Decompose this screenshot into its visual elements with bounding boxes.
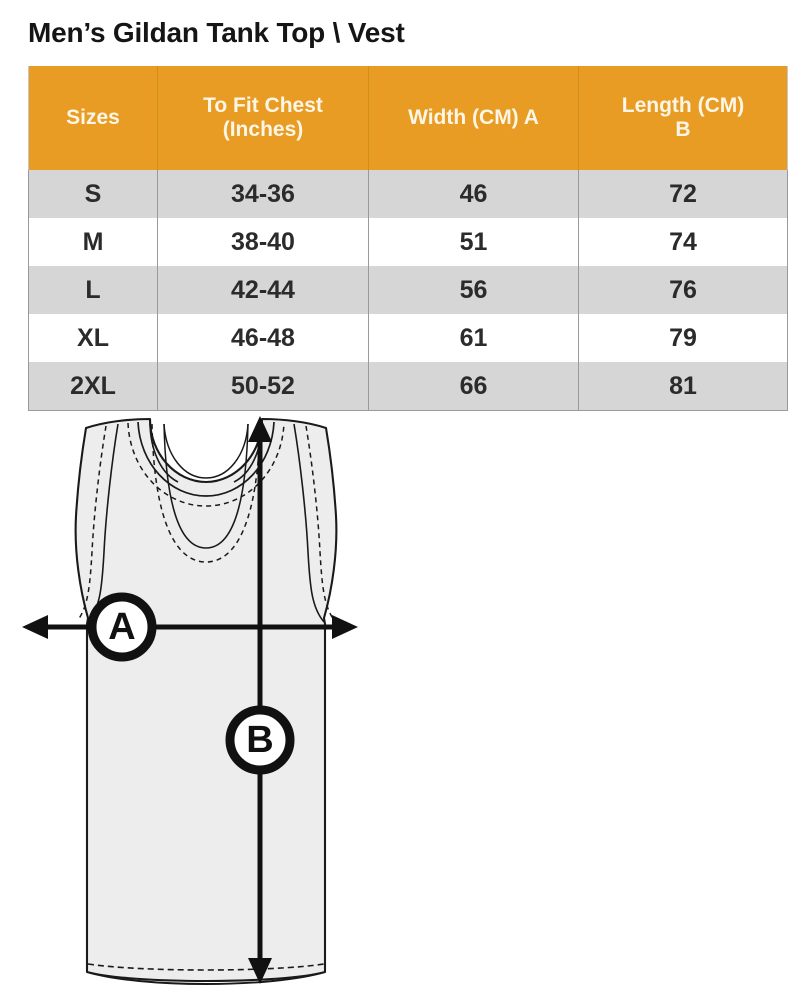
cell-chest: 42-44 xyxy=(157,266,369,314)
hem-bottom-edge xyxy=(86,971,326,985)
table-row: M 38-40 51 74 xyxy=(28,218,788,266)
cell-length: 72 xyxy=(578,170,788,218)
size-chart-table: Sizes To Fit Chest (Inches) Width (CM) A… xyxy=(28,66,788,411)
neck-deep-seam xyxy=(163,423,249,549)
cell-chest: 34-36 xyxy=(157,170,369,218)
cell-chest: 50-52 xyxy=(157,362,369,411)
arrow-a-head-left xyxy=(22,615,48,639)
garment-diagram: A B xyxy=(0,412,400,1000)
cell-width: 46 xyxy=(368,170,579,218)
measurement-arrow-b xyxy=(248,416,272,984)
strap-left-inner-edge xyxy=(149,420,179,483)
cell-length: 79 xyxy=(578,314,788,362)
armhole-right-seam xyxy=(293,423,325,623)
table-body: S 34-36 46 72 M 38-40 51 74 L 42-44 56 7… xyxy=(28,170,788,411)
table-row: XL 46-48 61 79 xyxy=(28,314,788,362)
marker-a-circle xyxy=(87,592,157,662)
table-row: L 42-44 56 76 xyxy=(28,266,788,314)
table-row: 2XL 50-52 66 81 xyxy=(28,362,788,411)
garment-outline-group xyxy=(74,417,338,985)
garment-body-shape xyxy=(74,417,338,983)
marker-badge-b: B xyxy=(225,705,295,775)
cell-length: 76 xyxy=(578,266,788,314)
cell-length: 81 xyxy=(578,362,788,411)
marker-b-label: B xyxy=(246,719,273,761)
marker-badge-a: A xyxy=(87,592,157,662)
armhole-right-stitch xyxy=(305,425,335,621)
neckline-rib-stitch xyxy=(127,422,285,507)
neck-deep-stitch xyxy=(151,423,261,563)
armhole-left-stitch xyxy=(77,425,107,621)
cell-size: S xyxy=(28,170,158,218)
arrow-b-head-top xyxy=(248,416,272,442)
cell-width: 66 xyxy=(368,362,579,411)
neckline-rib-outer xyxy=(137,421,275,497)
cell-size: 2XL xyxy=(28,362,158,411)
column-header-sizes: Sizes xyxy=(28,66,158,170)
table-header: Sizes To Fit Chest (Inches) Width (CM) A… xyxy=(28,66,788,170)
cell-size: M xyxy=(28,218,158,266)
table-row: S 34-36 46 72 xyxy=(28,170,788,218)
column-header-length: Length (CM) B xyxy=(578,66,788,170)
table-header-row: Sizes To Fit Chest (Inches) Width (CM) A… xyxy=(28,66,788,170)
cell-width: 56 xyxy=(368,266,579,314)
hem-stitch-line xyxy=(87,963,325,971)
arrow-b-head-bottom xyxy=(248,958,272,984)
size-chart-table-container: Sizes To Fit Chest (Inches) Width (CM) A… xyxy=(28,66,788,411)
cell-chest: 46-48 xyxy=(157,314,369,362)
page-title: Men’s Gildan Tank Top \ Vest xyxy=(28,17,405,48)
inner-collar-curve xyxy=(163,423,249,479)
column-header-width: Width (CM) A xyxy=(368,66,579,170)
cell-chest: 38-40 xyxy=(157,218,369,266)
tank-top-illustration: A B xyxy=(22,416,358,985)
cell-size: XL xyxy=(28,314,158,362)
cell-size: L xyxy=(28,266,158,314)
cell-width: 51 xyxy=(368,218,579,266)
cell-width: 61 xyxy=(368,314,579,362)
column-header-chest: To Fit Chest (Inches) xyxy=(157,66,369,170)
cell-length: 74 xyxy=(578,218,788,266)
arrow-a-head-right xyxy=(332,615,358,639)
marker-a-label: A xyxy=(108,606,135,648)
marker-b-circle xyxy=(225,705,295,775)
